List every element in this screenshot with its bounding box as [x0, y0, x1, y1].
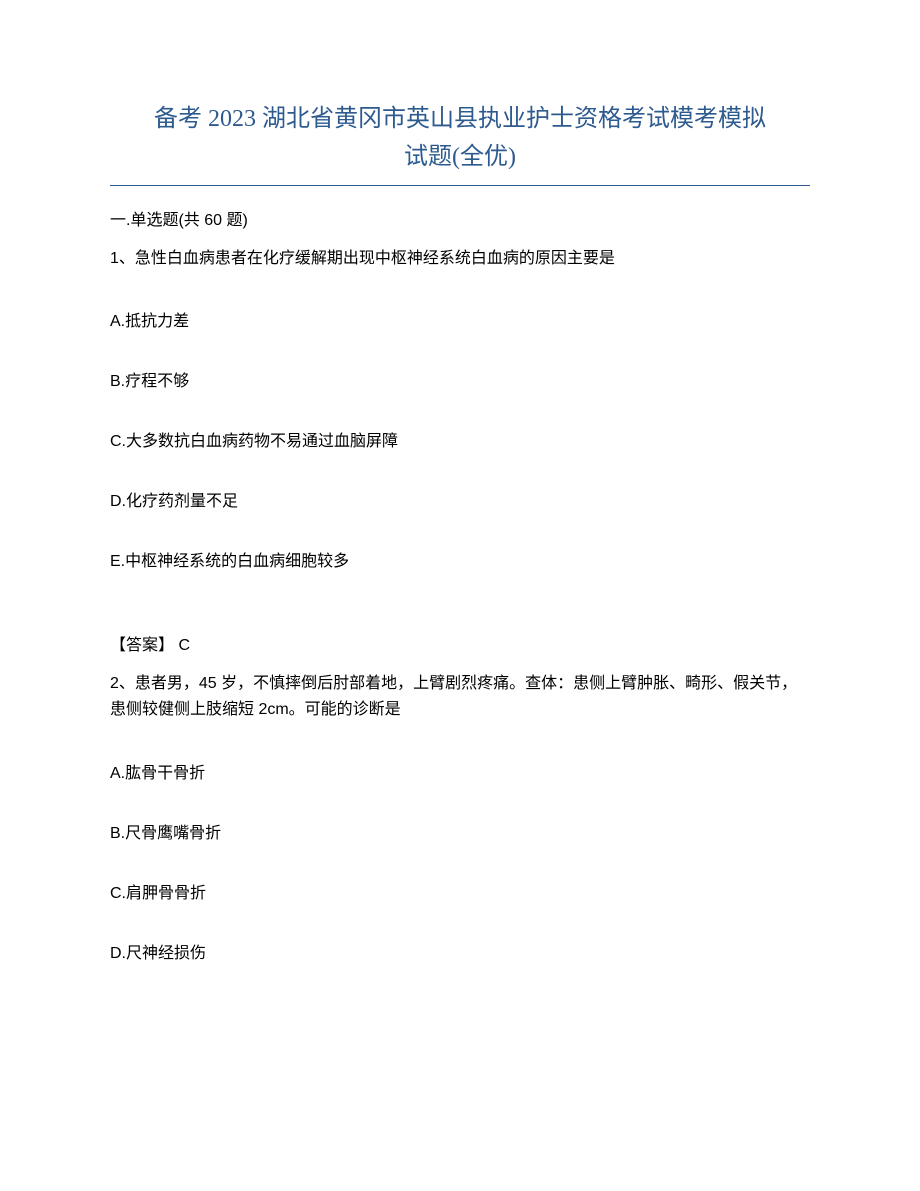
question-2-option-d: D.尺神经损伤 — [110, 939, 810, 963]
question-1-option-d: D.化疗药剂量不足 — [110, 487, 810, 511]
question-1-option-b: B.疗程不够 — [110, 367, 810, 391]
title-underline — [110, 185, 810, 186]
question-2: 2、患者男，45 岁，不慎摔倒后肘部着地，上臂剧烈疼痛。查体：患侧上臂肿胀、畸形… — [110, 671, 810, 962]
question-1-option-c: C.大多数抗白血病药物不易通过血脑屏障 — [110, 427, 810, 451]
document-title: 备考 2023 湖北省黄冈市英山县执业护士资格考试模考模拟 试题(全优) — [110, 100, 810, 177]
question-1-answer: 【答案】 C — [110, 631, 810, 655]
question-1-option-e: E.中枢神经系统的白血病细胞较多 — [110, 547, 810, 571]
section-header: 一.单选题(共 60 题) — [110, 206, 810, 230]
question-2-option-c: C.肩胛骨骨折 — [110, 879, 810, 903]
question-1-option-a: A.抵抗力差 — [110, 307, 810, 331]
question-1: 1、急性白血病患者在化疗缓解期出现中枢神经系统白血病的原因主要是 A.抵抗力差 … — [110, 246, 810, 656]
question-1-stem: 1、急性白血病患者在化疗缓解期出现中枢神经系统白血病的原因主要是 — [110, 246, 810, 272]
title-line-2: 试题(全优) — [110, 138, 810, 176]
question-2-stem: 2、患者男，45 岁，不慎摔倒后肘部着地，上臂剧烈疼痛。查体：患侧上臂肿胀、畸形… — [110, 671, 810, 722]
title-line-1: 备考 2023 湖北省黄冈市英山县执业护士资格考试模考模拟 — [110, 100, 810, 138]
question-2-option-b: B.尺骨鹰嘴骨折 — [110, 819, 810, 843]
question-2-option-a: A.肱骨干骨折 — [110, 759, 810, 783]
